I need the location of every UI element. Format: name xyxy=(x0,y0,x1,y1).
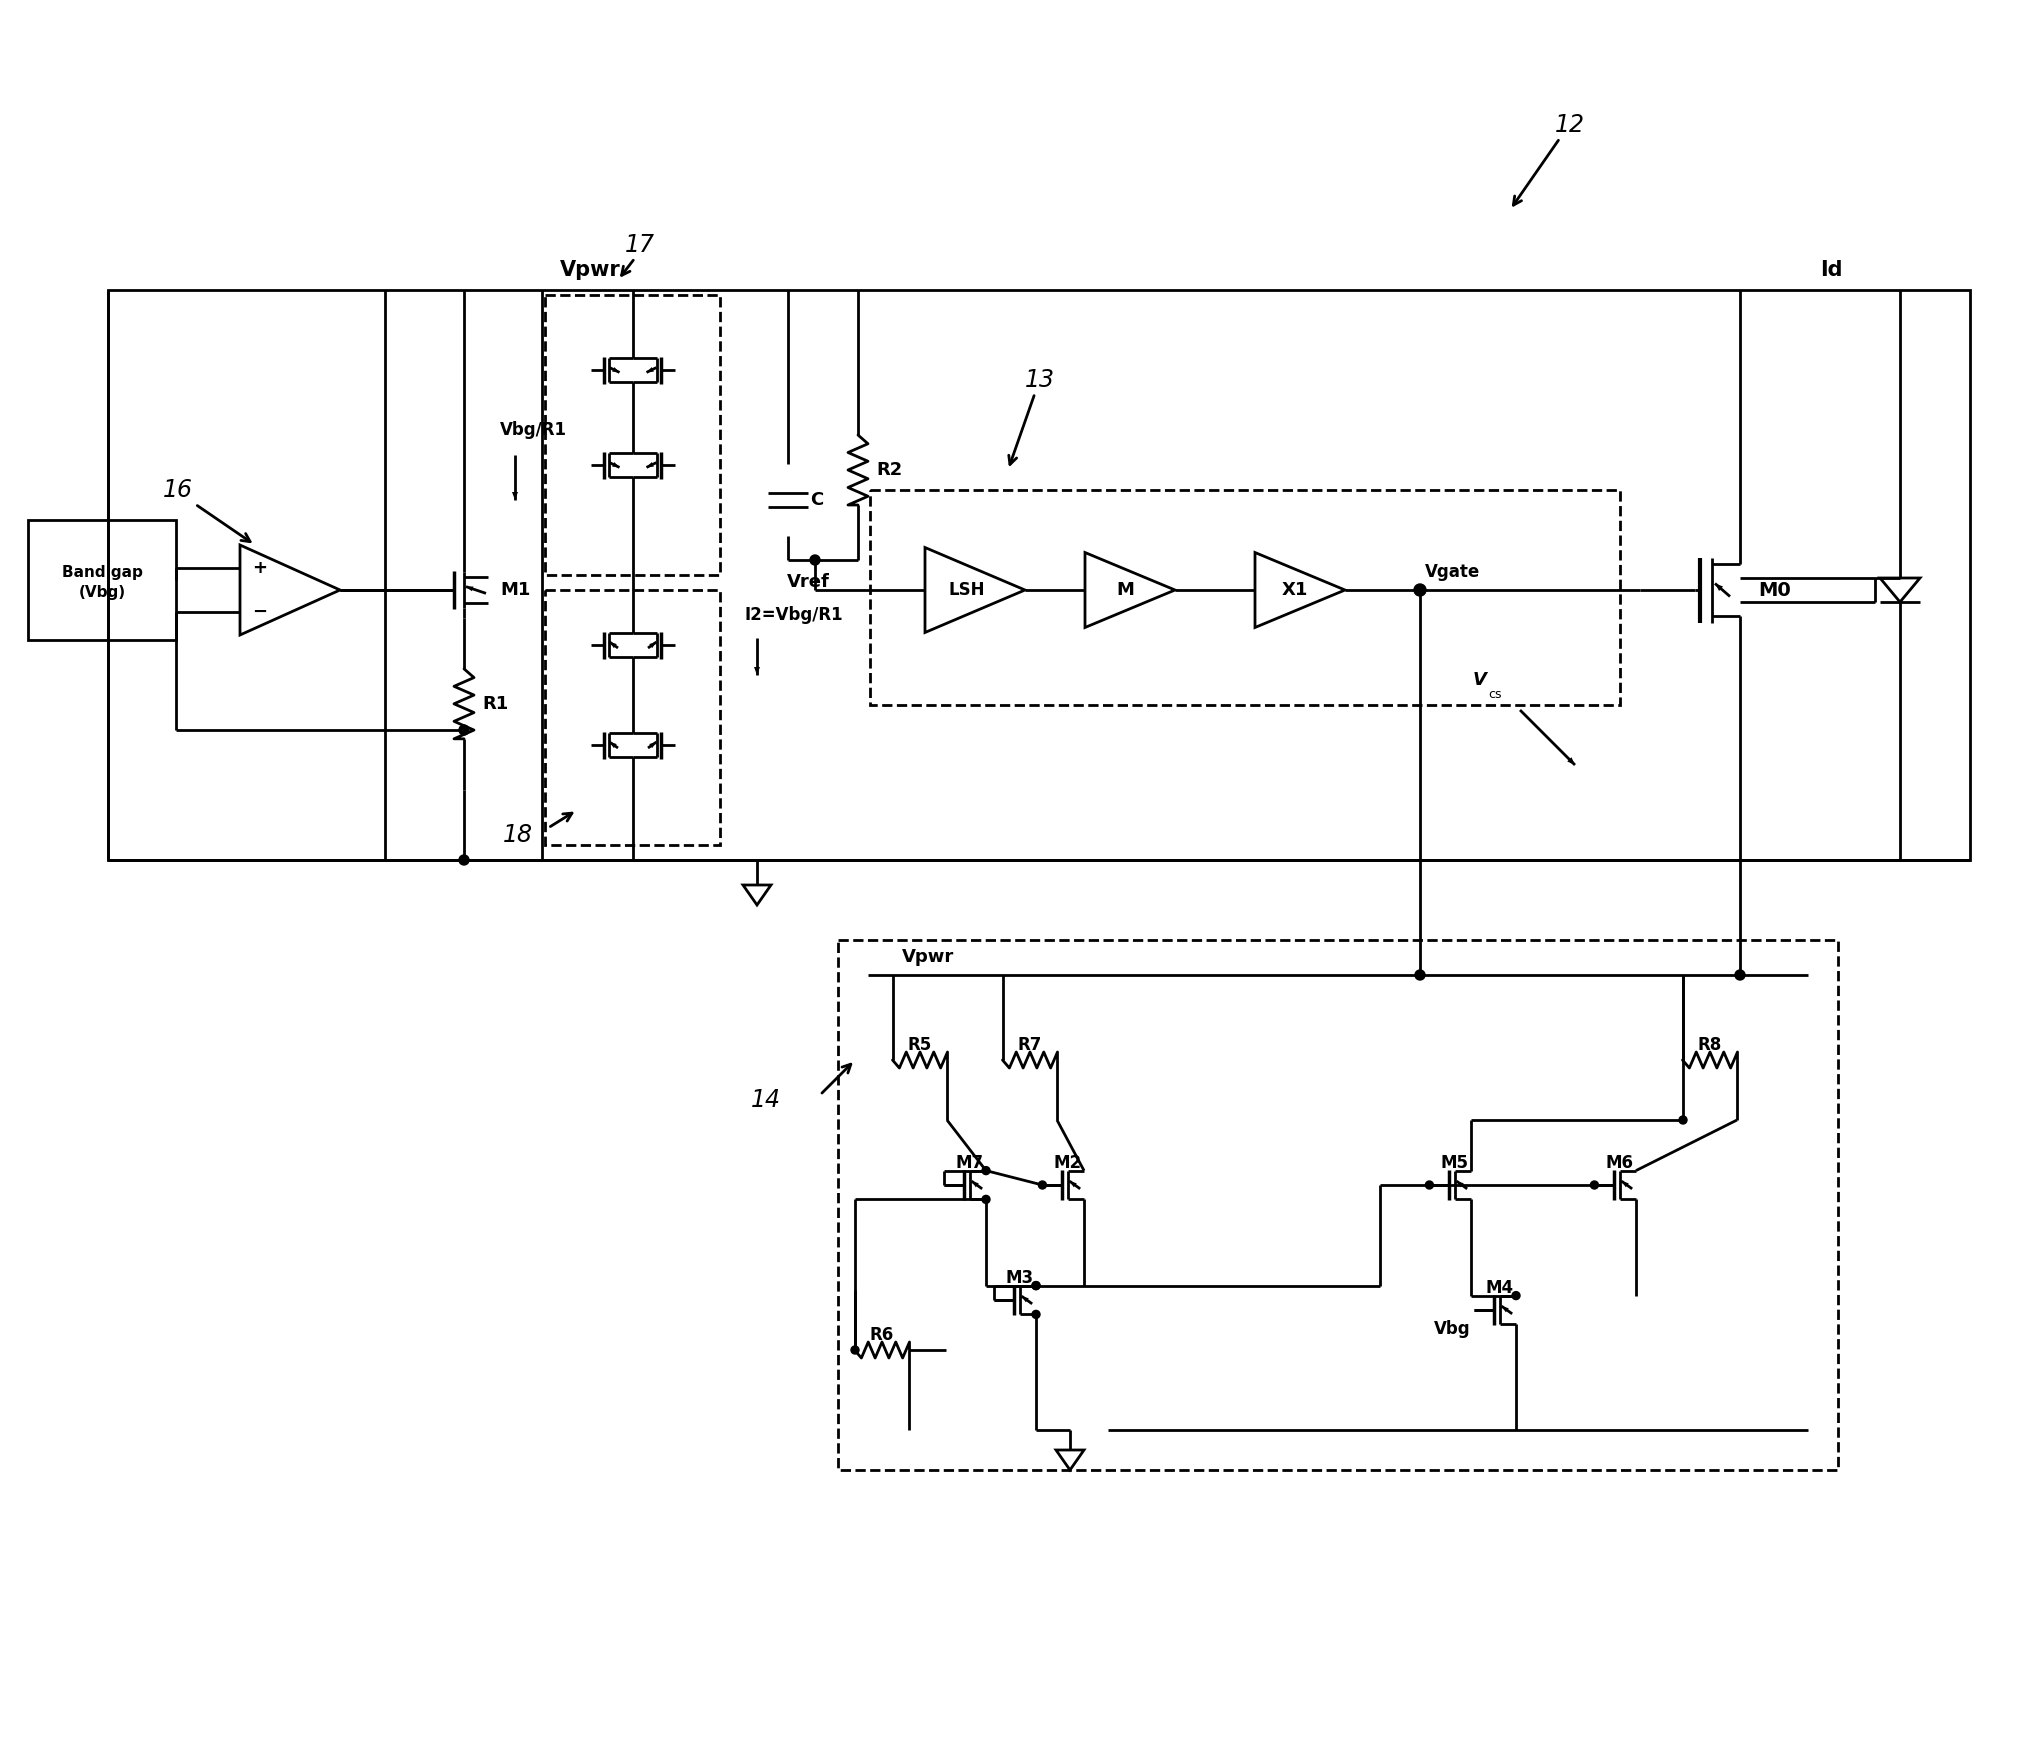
Text: C: C xyxy=(809,492,824,509)
Polygon shape xyxy=(465,586,473,591)
Polygon shape xyxy=(612,368,620,373)
Text: M3: M3 xyxy=(1005,1269,1034,1286)
Polygon shape xyxy=(648,641,657,648)
Text: M2: M2 xyxy=(1054,1154,1081,1171)
Text: M: M xyxy=(1115,580,1134,600)
Text: Vbg/R1: Vbg/R1 xyxy=(500,422,567,439)
Circle shape xyxy=(981,1166,989,1175)
Text: R7: R7 xyxy=(1017,1035,1042,1055)
Text: Id: Id xyxy=(1819,260,1841,281)
Text: −: − xyxy=(253,603,267,621)
Polygon shape xyxy=(610,641,616,648)
Text: V: V xyxy=(1472,671,1486,688)
Bar xyxy=(544,295,720,575)
Text: R1: R1 xyxy=(481,695,508,713)
Text: R8: R8 xyxy=(1696,1035,1721,1055)
Circle shape xyxy=(1678,1116,1686,1124)
Circle shape xyxy=(1733,971,1743,980)
Polygon shape xyxy=(1566,756,1574,765)
Text: M1: M1 xyxy=(500,580,530,600)
Circle shape xyxy=(1511,1292,1519,1300)
Circle shape xyxy=(1590,1182,1599,1189)
Circle shape xyxy=(850,1346,858,1354)
Bar xyxy=(869,490,1619,704)
Polygon shape xyxy=(648,743,657,748)
Text: R5: R5 xyxy=(907,1035,932,1055)
Bar xyxy=(838,939,1837,1469)
Text: (Vbg): (Vbg) xyxy=(77,584,126,600)
Circle shape xyxy=(459,856,469,865)
Circle shape xyxy=(1415,971,1425,980)
Text: 13: 13 xyxy=(1024,368,1054,392)
Text: Vbg: Vbg xyxy=(1433,1319,1470,1339)
Text: 17: 17 xyxy=(624,234,655,256)
Bar xyxy=(29,519,175,640)
Circle shape xyxy=(1413,584,1425,596)
Text: M7: M7 xyxy=(956,1154,983,1171)
Text: Vpwr: Vpwr xyxy=(561,260,620,281)
Polygon shape xyxy=(1621,1182,1627,1187)
Polygon shape xyxy=(1456,1182,1464,1187)
Text: cs: cs xyxy=(1488,688,1501,701)
Text: I2=Vbg/R1: I2=Vbg/R1 xyxy=(744,607,844,624)
Text: 16: 16 xyxy=(163,478,194,502)
Text: X1: X1 xyxy=(1280,580,1307,600)
Text: M5: M5 xyxy=(1440,1154,1468,1171)
Text: 18: 18 xyxy=(504,823,532,847)
Circle shape xyxy=(1425,1182,1433,1189)
Text: M4: M4 xyxy=(1484,1279,1513,1297)
Bar xyxy=(544,589,720,845)
Polygon shape xyxy=(754,668,761,675)
Text: Vpwr: Vpwr xyxy=(901,948,954,966)
Text: Band gap: Band gap xyxy=(61,565,143,579)
Circle shape xyxy=(1038,1182,1046,1189)
Text: M0: M0 xyxy=(1758,580,1790,600)
Polygon shape xyxy=(1501,1306,1509,1312)
Polygon shape xyxy=(512,492,518,500)
Text: 12: 12 xyxy=(1554,113,1584,138)
Circle shape xyxy=(981,1196,989,1203)
Text: +: + xyxy=(253,560,267,577)
Polygon shape xyxy=(1715,584,1723,591)
Text: R2: R2 xyxy=(875,460,901,479)
Text: 14: 14 xyxy=(750,1088,781,1112)
Text: Vref: Vref xyxy=(787,573,830,591)
Circle shape xyxy=(1032,1281,1040,1290)
Polygon shape xyxy=(971,1182,979,1187)
Circle shape xyxy=(809,554,820,565)
Polygon shape xyxy=(646,368,655,373)
Polygon shape xyxy=(646,462,655,467)
Text: Vgate: Vgate xyxy=(1425,563,1480,580)
Polygon shape xyxy=(1068,1182,1077,1187)
Text: M6: M6 xyxy=(1605,1154,1633,1171)
Circle shape xyxy=(1032,1281,1040,1290)
Polygon shape xyxy=(610,743,616,748)
Circle shape xyxy=(1032,1311,1040,1318)
Polygon shape xyxy=(612,462,620,467)
Text: LSH: LSH xyxy=(948,580,985,600)
Text: R6: R6 xyxy=(869,1326,893,1344)
Bar xyxy=(108,289,1970,859)
Polygon shape xyxy=(1022,1297,1028,1302)
Circle shape xyxy=(459,725,469,736)
